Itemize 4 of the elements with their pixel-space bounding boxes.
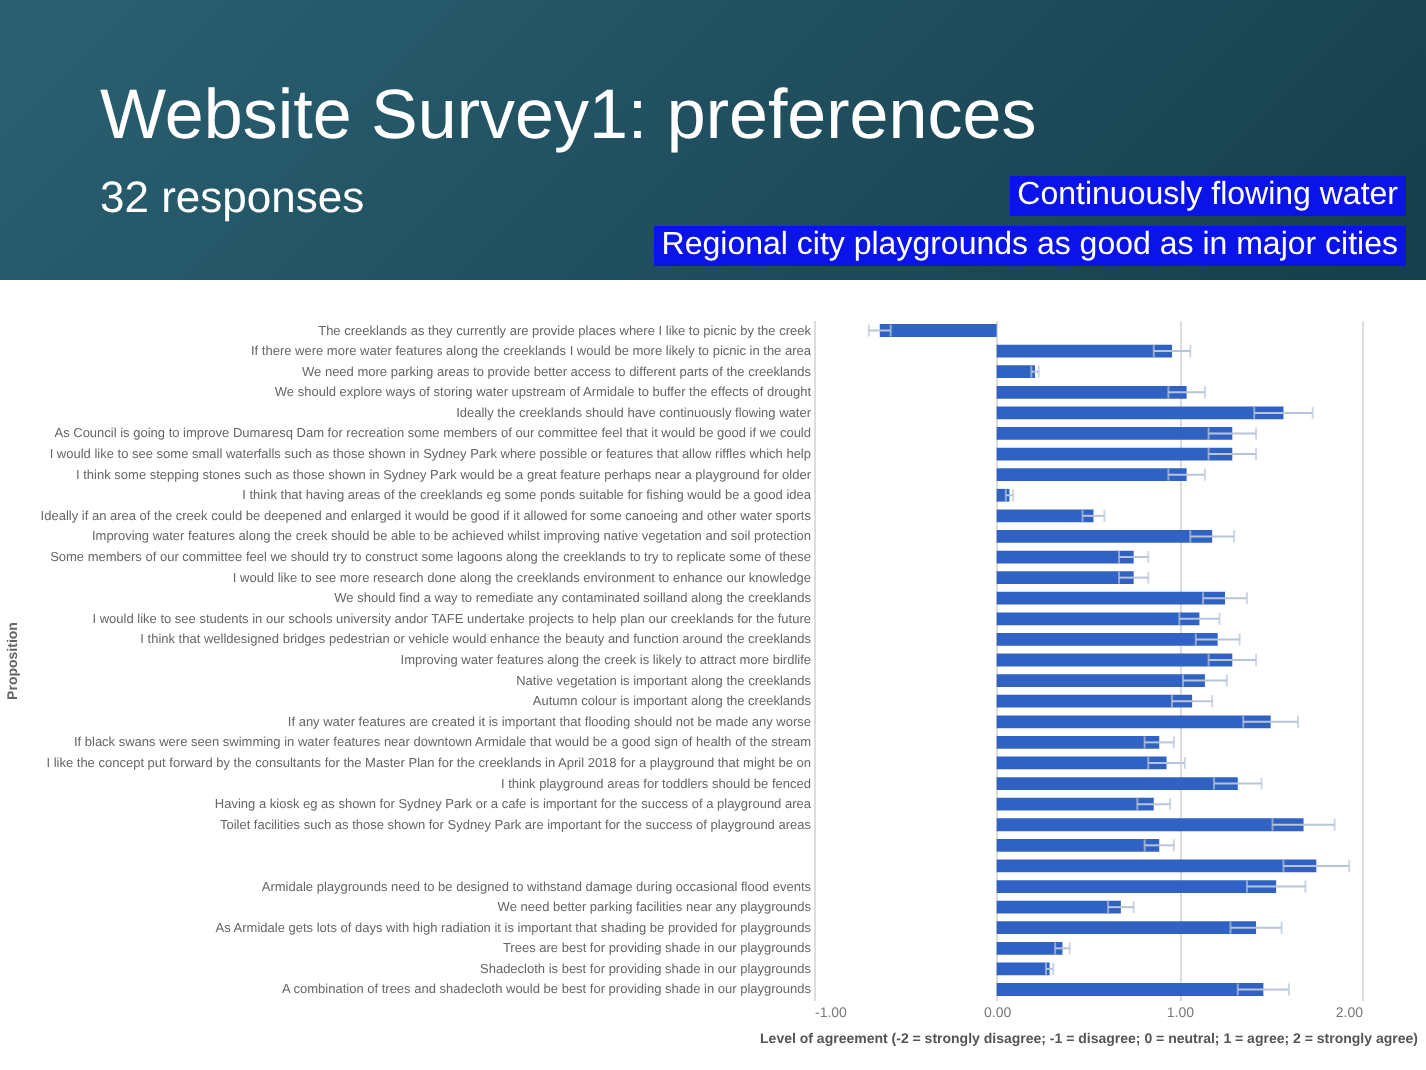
chart-title: Website Survey1: preferences — [100, 76, 1037, 156]
text: Continuously flowing water — [1009, 176, 1406, 216]
text: 32 responses — [100, 172, 365, 224]
text: Regional city playgrounds as good as in major cities — [653, 226, 1406, 266]
